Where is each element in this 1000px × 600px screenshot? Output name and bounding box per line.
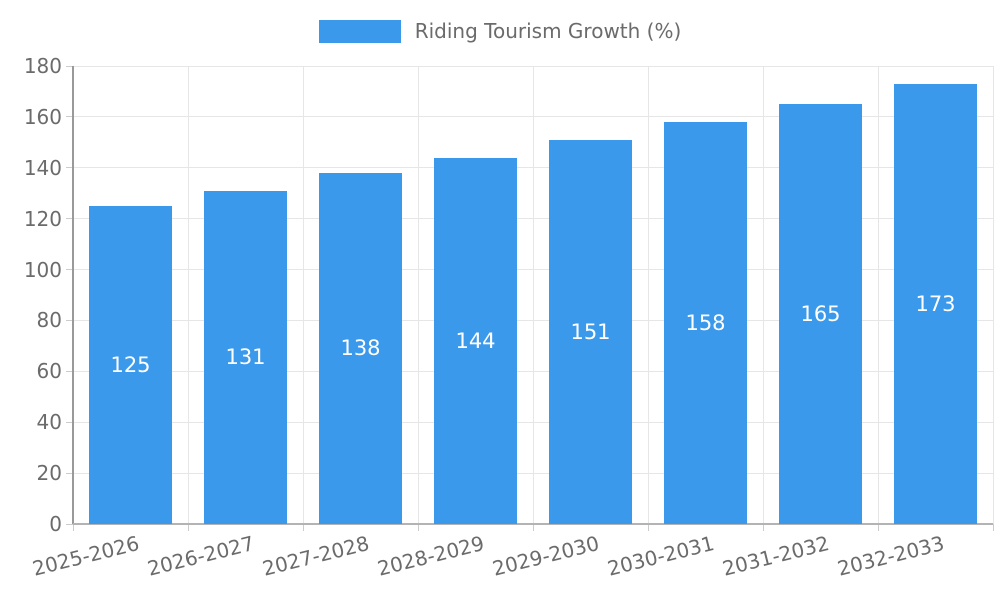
bar-value-label: 165: [800, 302, 841, 327]
y-tick: [66, 421, 73, 423]
y-tick-label: 0: [49, 512, 62, 536]
gridline-v: [532, 66, 534, 524]
y-tick-label: 80: [36, 308, 62, 333]
bar: 158: [664, 121, 747, 524]
y-tick-label: 140: [23, 155, 62, 180]
bar: 151: [549, 139, 632, 524]
x-tick: [187, 524, 189, 531]
x-tick-label: 2032-2033: [835, 531, 948, 581]
y-tick: [66, 472, 73, 474]
gridline-v: [187, 66, 189, 524]
y-tick: [66, 218, 73, 220]
legend[interactable]: Riding Tourism Growth (%): [0, 20, 1000, 43]
x-tick: [417, 524, 419, 531]
gridline-v: [647, 66, 649, 524]
bar: 131: [204, 190, 287, 524]
x-tick: [72, 524, 74, 531]
y-tick: [66, 319, 73, 321]
x-tick-label: 2026-2027: [145, 531, 258, 581]
y-tick-label: 20: [36, 461, 62, 486]
y-tick: [66, 116, 73, 118]
x-tick: [877, 524, 879, 531]
x-tick: [992, 524, 994, 531]
bar: 125: [89, 205, 172, 524]
x-axis-line: [73, 523, 993, 525]
y-tick-label: 60: [36, 359, 62, 384]
x-tick-label: 2031-2032: [720, 531, 833, 581]
gridline-v: [302, 66, 304, 524]
y-tick-label: 180: [23, 54, 62, 78]
x-tick-label: 2027-2028: [260, 531, 373, 581]
bar-value-label: 173: [915, 291, 956, 316]
bar-value-label: 125: [110, 352, 151, 377]
gridline-v: [992, 66, 994, 524]
gridline-v: [417, 66, 419, 524]
x-tick-label: 2025-2026: [30, 531, 143, 581]
y-tick-label: 40: [36, 410, 62, 435]
bar: 138: [319, 172, 402, 524]
y-tick-label: 100: [23, 257, 62, 282]
x-tick: [762, 524, 764, 531]
x-tick: [647, 524, 649, 531]
y-tick: [66, 65, 73, 67]
bar-value-label: 158: [685, 310, 726, 335]
bar: 173: [894, 83, 977, 524]
y-tick-label: 120: [23, 206, 62, 231]
y-tick: [66, 370, 73, 372]
y-tick: [66, 269, 73, 271]
x-tick: [532, 524, 534, 531]
legend-label: Riding Tourism Growth (%): [414, 19, 682, 43]
gridline-v: [762, 66, 764, 524]
x-tick-label: 2028-2029: [375, 531, 488, 581]
bar-value-label: 144: [455, 328, 496, 353]
bar: 165: [779, 104, 862, 524]
y-tick: [66, 523, 73, 525]
bar: 144: [434, 157, 517, 524]
x-tick-label: 2029-2030: [490, 531, 603, 581]
y-tick-label: 160: [23, 104, 62, 129]
x-tick: [302, 524, 304, 531]
y-tick: [66, 167, 73, 169]
bar-value-label: 138: [340, 336, 381, 361]
gridline-v: [877, 66, 879, 524]
legend-swatch: [318, 20, 401, 43]
x-tick-label: 2030-2031: [605, 531, 718, 581]
y-axis-line: [72, 66, 74, 524]
bar-value-label: 131: [225, 345, 266, 370]
bar-value-label: 151: [570, 319, 611, 344]
